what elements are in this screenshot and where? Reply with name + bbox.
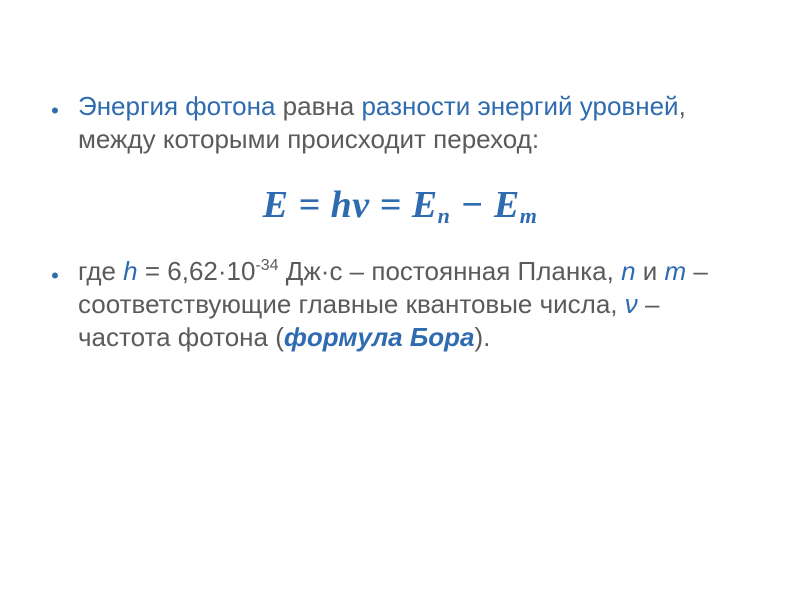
bullet-dot-icon: • [50, 265, 60, 287]
text-span: формула Бора [284, 322, 475, 352]
formula-token: E [494, 184, 520, 226]
text-span: -34 [255, 257, 278, 274]
formula-token: − [450, 184, 494, 226]
text-span: h [123, 256, 137, 286]
text-span: ). [474, 322, 490, 352]
text-span: = 6,62·10 [138, 256, 256, 286]
formula-token: = [288, 184, 330, 226]
text-span: равна [275, 91, 361, 121]
formula-subscript: m [520, 203, 538, 228]
formula-token: h [331, 184, 353, 226]
formula-block: E = hν = En − Em [50, 183, 750, 229]
formula-token: ν [352, 184, 369, 226]
formula-token: E [412, 184, 438, 226]
text-span: m [665, 256, 687, 286]
formula-token: = [370, 184, 412, 226]
formula-subscript: n [438, 203, 451, 228]
formula-token: E [263, 184, 289, 226]
slide: • Энергия фотона равна разности энергий … [0, 0, 800, 600]
text-span: n [621, 256, 635, 286]
bullet-text: Энергия фотона равна разности энергий ур… [78, 90, 750, 157]
text-span: где [78, 256, 123, 286]
formula-text: E = hν = En − Em [263, 183, 538, 229]
text-span: и [636, 256, 665, 286]
bullet-item: • Энергия фотона равна разности энергий … [50, 90, 750, 157]
bullet-item: • где h = 6,62·10-34 Дж·с – постоянная П… [50, 255, 750, 355]
bullet-dot-icon: • [50, 100, 60, 122]
text-span: Дж·с – постоянная Планка, [279, 256, 622, 286]
text-span: Энергия фотона [78, 91, 275, 121]
text-span: ν [625, 289, 638, 319]
bullet-text: где h = 6,62·10-34 Дж·с – постоянная Пла… [78, 255, 750, 355]
text-span: разности энергий уровней [361, 91, 678, 121]
